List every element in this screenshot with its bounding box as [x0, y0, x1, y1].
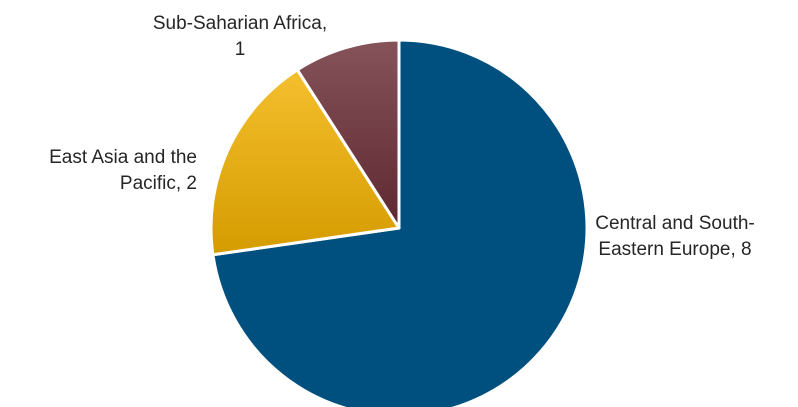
pie-slice-east-asia-and-the-pacific: [209, 68, 401, 257]
pie-labels: Central and South- Eastern Europe, 8 East …: [49, 13, 755, 260]
pie-label-line: Sub-Saharian Africa,: [153, 13, 327, 34]
pie-label-sub-saharian-africa: Sub-Saharian Africa, 1: [153, 13, 327, 60]
pie-label-central-and-south-eastern-europe: Central and South- Eastern Europe, 8: [595, 213, 755, 260]
pie-label-line: East Asia and the: [49, 147, 197, 168]
pie-label-line: Eastern Europe, 8: [598, 239, 751, 260]
pie-label-east-asia-and-the-pacific: East Asia and the Pacific, 2: [49, 147, 197, 194]
pie-label-line: Pacific, 2: [120, 173, 197, 194]
pie-label-line: 1: [235, 39, 246, 60]
pie-label-line: Central and South-: [595, 213, 755, 234]
pie-slice-sub-saharian-africa: [295, 38, 401, 230]
pie-slices: [209, 38, 589, 407]
